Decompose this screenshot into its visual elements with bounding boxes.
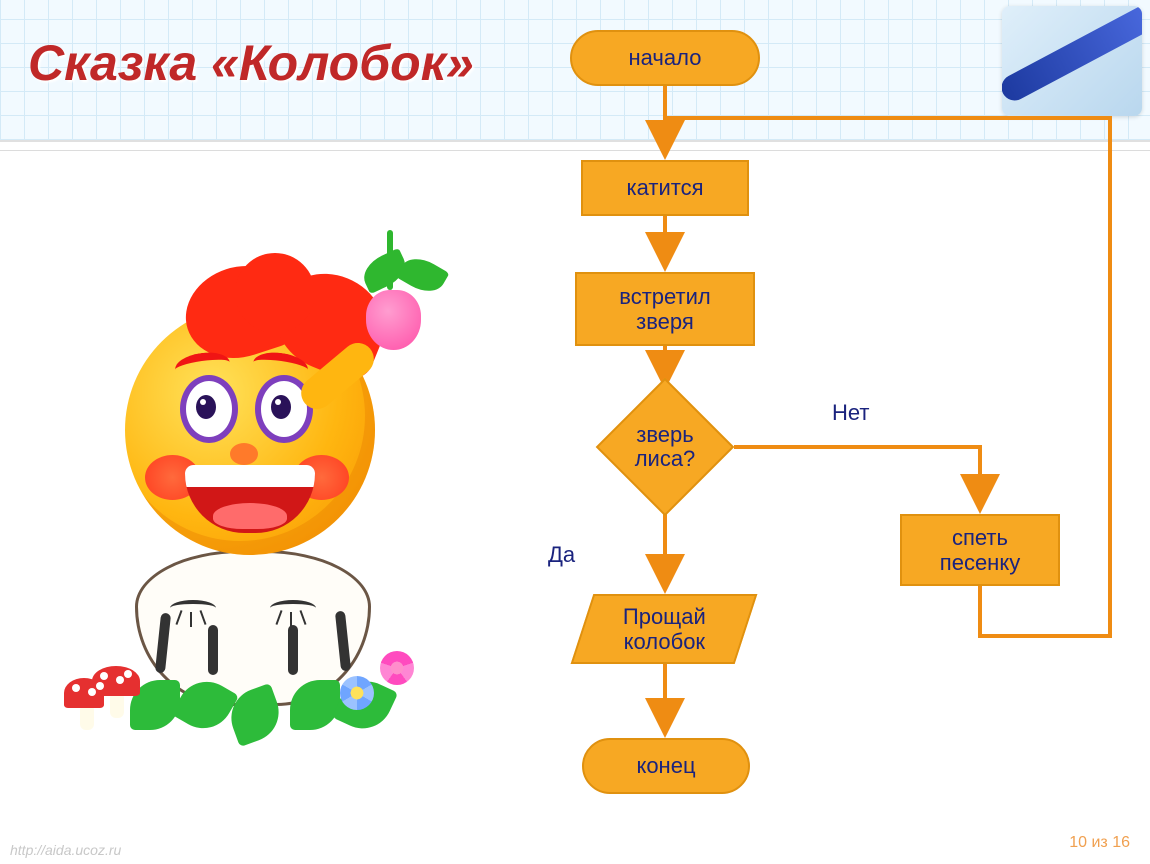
node-start-label: начало (629, 45, 702, 71)
node-meet-label: встретилзверя (619, 284, 710, 335)
page-counter: 10 из 16 (1069, 834, 1130, 852)
node-decision-is-fox: зверьлиса? (616, 398, 714, 496)
node-end: конец (582, 738, 750, 794)
footer-url: http://aida.ucoz.ru (10, 842, 121, 858)
node-decision-label: зверьлиса? (635, 423, 696, 471)
node-bye: Прощайколобок (571, 594, 758, 664)
decoration-pen (1002, 6, 1142, 116)
node-end-label: конец (636, 753, 695, 779)
node-sing: спетьпесенку (900, 514, 1060, 586)
node-sing-label: спетьпесенку (940, 525, 1020, 576)
node-roll: катится (581, 160, 749, 216)
slide-title: Сказка «Колобок» (28, 34, 474, 92)
node-meet: встретилзверя (575, 272, 755, 346)
edge-label-yes: Да (548, 542, 575, 568)
node-roll-label: катится (627, 175, 704, 200)
kolobok-illustration (40, 220, 470, 740)
edge-label-no: Нет (832, 400, 869, 426)
node-start: начало (570, 30, 760, 86)
kolobok-face (125, 305, 375, 555)
divider (0, 150, 1150, 151)
node-bye-label: Прощайколобок (623, 604, 706, 655)
